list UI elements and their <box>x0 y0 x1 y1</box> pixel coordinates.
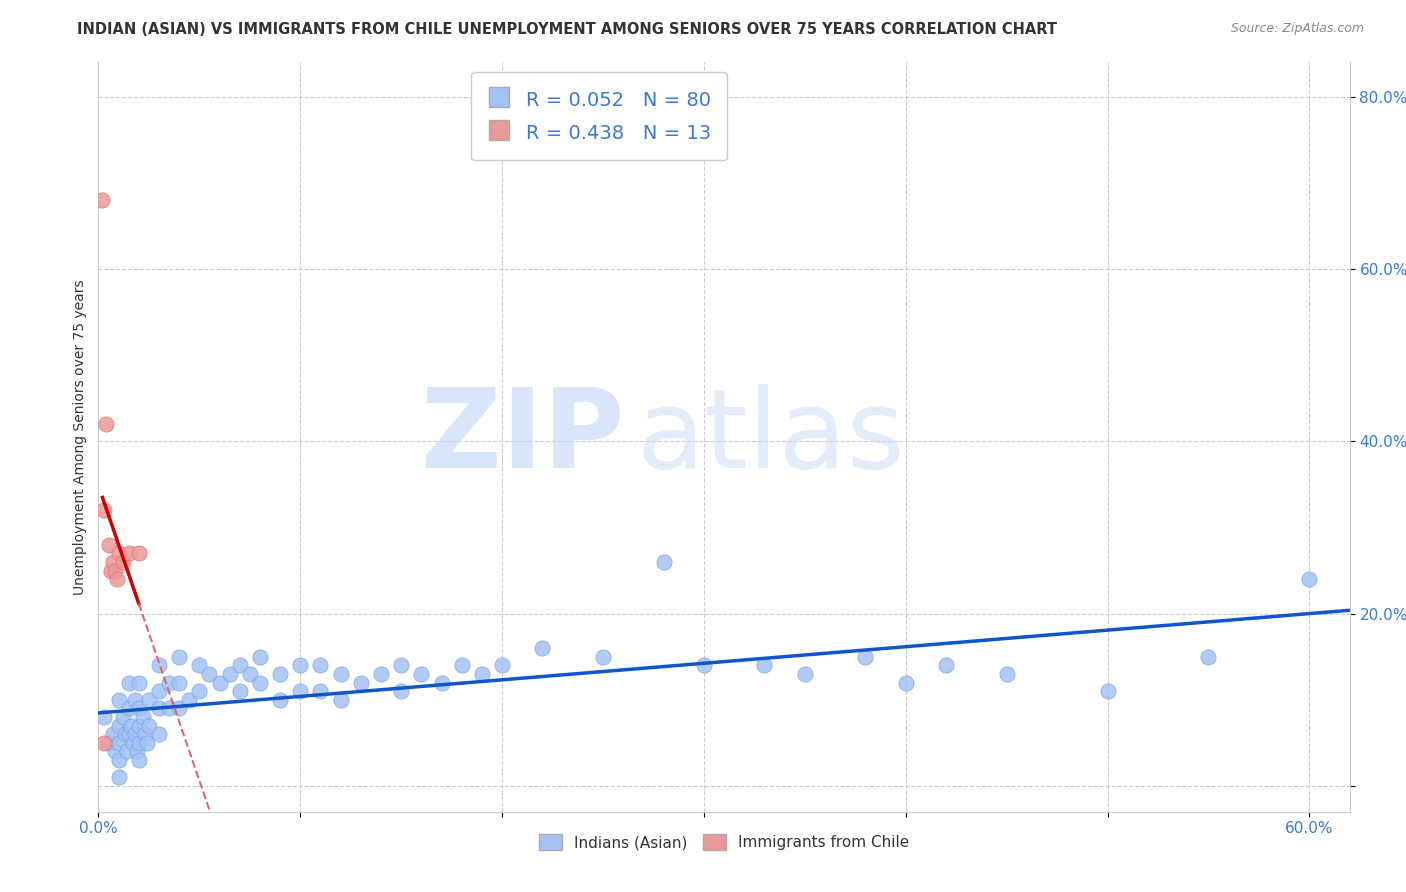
Point <box>290 658 312 673</box>
Point <box>329 667 352 681</box>
Point <box>269 667 291 681</box>
Point <box>179 692 201 706</box>
Point <box>124 727 146 741</box>
Point <box>188 658 211 673</box>
Point <box>115 744 138 758</box>
Point <box>128 718 150 732</box>
Text: INDIAN (ASIAN) VS IMMIGRANTS FROM CHILE UNEMPLOYMENT AMONG SENIORS OVER 75 YEARS: INDIAN (ASIAN) VS IMMIGRANTS FROM CHILE … <box>77 22 1057 37</box>
Point <box>100 564 122 578</box>
Point <box>135 736 157 750</box>
Legend: Indians (Asian), Immigrants from Chile: Indians (Asian), Immigrants from Chile <box>533 829 915 856</box>
Point <box>157 675 180 690</box>
Point <box>107 546 129 560</box>
Point <box>107 770 129 784</box>
Point <box>125 744 148 758</box>
Point <box>389 684 412 698</box>
Point <box>103 564 125 578</box>
Point <box>118 675 141 690</box>
Point <box>370 667 392 681</box>
Point <box>121 736 143 750</box>
Point <box>103 744 125 758</box>
Point <box>592 649 614 664</box>
Point <box>128 701 150 715</box>
Point <box>148 684 170 698</box>
Point <box>249 675 271 690</box>
Point <box>118 701 141 715</box>
Text: Source: ZipAtlas.com: Source: ZipAtlas.com <box>1230 22 1364 36</box>
Point <box>430 675 453 690</box>
Point <box>894 675 917 690</box>
Point <box>107 718 129 732</box>
Point <box>1298 572 1320 586</box>
Point <box>228 658 250 673</box>
Point <box>97 538 120 552</box>
Y-axis label: Unemployment Among Seniors over 75 years: Unemployment Among Seniors over 75 years <box>73 279 87 595</box>
Point <box>101 727 124 741</box>
Point <box>1198 649 1220 664</box>
Point <box>93 503 115 517</box>
Point <box>124 692 146 706</box>
Point <box>471 667 494 681</box>
Point <box>188 684 211 698</box>
Point <box>218 667 240 681</box>
Point <box>120 718 142 732</box>
Point <box>853 649 876 664</box>
Point <box>450 658 472 673</box>
Point <box>97 736 120 750</box>
Point <box>93 736 115 750</box>
Point <box>198 667 221 681</box>
Point <box>107 753 129 767</box>
Point <box>138 692 160 706</box>
Point <box>208 675 231 690</box>
Point <box>107 692 129 706</box>
Point <box>91 193 114 207</box>
Point <box>228 684 250 698</box>
Point <box>290 684 312 698</box>
Text: atlas: atlas <box>637 384 905 491</box>
Point <box>101 555 124 569</box>
Point <box>128 546 150 560</box>
Point <box>114 727 136 741</box>
Point <box>93 710 115 724</box>
Point <box>249 649 271 664</box>
Point <box>793 667 815 681</box>
Point <box>167 675 190 690</box>
Point <box>107 736 129 750</box>
Point <box>132 710 155 724</box>
Point <box>491 658 513 673</box>
Point <box>118 727 141 741</box>
Point <box>128 675 150 690</box>
Point <box>935 658 957 673</box>
Point <box>269 692 291 706</box>
Point <box>148 701 170 715</box>
Point <box>167 649 190 664</box>
Point <box>134 727 156 741</box>
Point <box>105 572 128 586</box>
Point <box>531 641 554 656</box>
Point <box>148 727 170 741</box>
Point <box>239 667 262 681</box>
Point <box>111 555 134 569</box>
Point <box>754 658 776 673</box>
Point <box>128 736 150 750</box>
Point <box>995 667 1018 681</box>
Point <box>167 701 190 715</box>
Point <box>652 555 675 569</box>
Point <box>309 684 332 698</box>
Point <box>111 710 134 724</box>
Point <box>389 658 412 673</box>
Point <box>148 658 170 673</box>
Point <box>96 417 118 432</box>
Point <box>309 658 332 673</box>
Point <box>118 546 141 560</box>
Text: ZIP: ZIP <box>420 384 624 491</box>
Point <box>157 701 180 715</box>
Point <box>329 692 352 706</box>
Point <box>350 675 373 690</box>
Point <box>1097 684 1119 698</box>
Point <box>411 667 433 681</box>
Point <box>128 753 150 767</box>
Point <box>693 658 716 673</box>
Point <box>138 718 160 732</box>
